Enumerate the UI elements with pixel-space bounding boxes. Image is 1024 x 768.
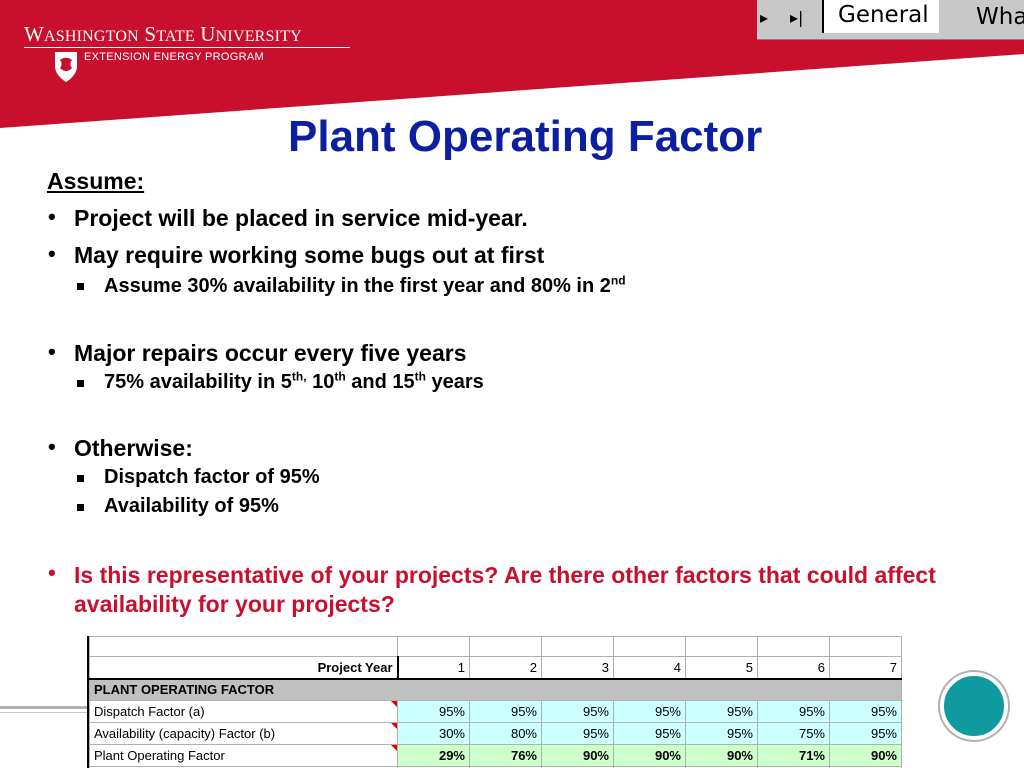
logo-initial: S bbox=[144, 22, 157, 46]
ordinal-suffix: nd bbox=[610, 273, 626, 288]
table-row: PLANT OPERATING FACTOR bbox=[89, 678, 902, 701]
table-cell[interactable] bbox=[757, 636, 830, 657]
sub-bullet-availability: Availability of 95% bbox=[104, 495, 279, 517]
value-cell[interactable]: 95% bbox=[613, 722, 686, 745]
year-cell[interactable]: 1 bbox=[397, 656, 470, 680]
program-name: EXTENSION ENERGY PROGRAM bbox=[84, 51, 264, 63]
bullet-otherwise: Otherwise: bbox=[74, 435, 193, 461]
sub-bullet-marker bbox=[77, 504, 84, 511]
table-row bbox=[89, 766, 902, 768]
table-cell[interactable] bbox=[829, 766, 902, 768]
bullet-in-service: Project will be placed in service mid-ye… bbox=[74, 205, 528, 231]
logo-divider bbox=[24, 47, 350, 48]
value-cell[interactable]: 29% bbox=[397, 744, 470, 767]
sub-bullet-marker bbox=[77, 283, 84, 290]
logo-word-rest: NIVERSITY bbox=[215, 28, 302, 45]
logo-word-rest: ASHINGTON bbox=[44, 28, 139, 45]
table-row: Plant Operating Factor 29% 76% 90% 90% 9… bbox=[89, 744, 902, 767]
sub-bullet-text: years bbox=[425, 371, 484, 393]
year-cell[interactable]: 2 bbox=[469, 656, 542, 680]
bullet-major-repairs: Major repairs occur every five years bbox=[74, 340, 467, 366]
sub-bullet-text: 10 bbox=[306, 371, 335, 393]
value-cell[interactable]: 90% bbox=[613, 744, 686, 767]
decorative-line bbox=[0, 712, 87, 713]
ordinal-suffix: th, bbox=[291, 369, 307, 384]
bullet-marker: • bbox=[48, 434, 56, 459]
bullet-question: Is this representative of your projects?… bbox=[74, 562, 936, 617]
university-name: WASHINGTON STATE UNIVERSITY bbox=[24, 22, 302, 47]
bullet-marker: • bbox=[48, 339, 56, 364]
slide-title: Plant Operating Factor bbox=[288, 112, 763, 161]
value-cell[interactable]: 95% bbox=[397, 700, 470, 723]
value-cell[interactable]: 76% bbox=[469, 744, 542, 767]
table-cell[interactable] bbox=[541, 636, 614, 657]
sub-bullet-marker bbox=[77, 475, 84, 482]
table-cell[interactable] bbox=[89, 636, 398, 657]
value-cell[interactable]: 75% bbox=[757, 722, 830, 745]
table-cell[interactable] bbox=[469, 636, 542, 657]
row-label[interactable]: Availability (capacity) Factor (b) bbox=[89, 722, 398, 745]
ordinal-suffix: th bbox=[414, 369, 426, 384]
value-cell[interactable]: 95% bbox=[829, 700, 902, 723]
value-cell[interactable]: 80% bbox=[469, 722, 542, 745]
value-cell[interactable]: 95% bbox=[757, 700, 830, 723]
value-cell[interactable]: 95% bbox=[469, 700, 542, 723]
decorative-circle bbox=[940, 672, 1008, 740]
year-cell[interactable]: 6 bbox=[757, 656, 830, 680]
row-label[interactable]: Plant Operating Factor bbox=[89, 744, 398, 767]
table-cell[interactable] bbox=[397, 636, 470, 657]
bullet-bugs: May require working some bugs out at fir… bbox=[74, 242, 545, 268]
table-cell[interactable] bbox=[829, 636, 902, 657]
spreadsheet-excerpt: Project Year 1 2 3 4 5 6 7 PLANT OPERATI… bbox=[87, 636, 950, 768]
value-cell[interactable]: 95% bbox=[541, 700, 614, 723]
value-cell[interactable]: 90% bbox=[829, 744, 902, 767]
value-cell[interactable]: 95% bbox=[829, 722, 902, 745]
value-cell[interactable]: 95% bbox=[541, 722, 614, 745]
value-cell[interactable]: 90% bbox=[685, 744, 758, 767]
logo-initial: U bbox=[200, 22, 216, 46]
year-cell[interactable]: 5 bbox=[685, 656, 758, 680]
bullet-marker: • bbox=[48, 560, 56, 585]
value-cell[interactable]: 90% bbox=[541, 744, 614, 767]
sheet-tab-general[interactable]: General bbox=[822, 0, 939, 33]
value-cell[interactable]: 30% bbox=[397, 722, 470, 745]
sub-bullet-availability-first-years: Assume 30% availability in the first yea… bbox=[104, 273, 626, 298]
value-cell[interactable]: 95% bbox=[613, 700, 686, 723]
table-row: Dispatch Factor (a) 95% 95% 95% 95% 95% … bbox=[89, 700, 902, 723]
year-cell[interactable]: 3 bbox=[541, 656, 614, 680]
ordinal-suffix: th bbox=[334, 369, 346, 384]
table-cell[interactable] bbox=[685, 636, 758, 657]
table-row bbox=[89, 636, 902, 657]
sub-bullet-text: and 15 bbox=[345, 371, 415, 393]
tab-scroll-next-icon[interactable]: ▸ bbox=[760, 8, 769, 27]
value-cell[interactable]: 71% bbox=[757, 744, 830, 767]
table-row: Project Year 1 2 3 4 5 6 7 bbox=[89, 656, 902, 680]
assume-label: Assume: bbox=[47, 168, 145, 194]
year-cell[interactable]: 7 bbox=[829, 656, 902, 680]
row-label[interactable]: Dispatch Factor (a) bbox=[89, 700, 398, 723]
plant-operating-factor-table: Project Year 1 2 3 4 5 6 7 PLANT OPERATI… bbox=[89, 636, 902, 768]
logo-word-rest: TATE bbox=[156, 28, 195, 45]
sub-bullet-marker bbox=[77, 380, 84, 387]
value-cell[interactable]: 95% bbox=[685, 700, 758, 723]
table-cell[interactable] bbox=[613, 636, 686, 657]
bullet-marker: • bbox=[48, 204, 56, 229]
sub-bullet-text: Assume 30% availability in the first yea… bbox=[104, 275, 611, 297]
sub-bullet-text: 75% availability in 5 bbox=[104, 371, 292, 393]
section-header[interactable]: PLANT OPERATING FACTOR bbox=[89, 678, 902, 701]
sheet-tab-next[interactable]: Wha bbox=[976, 4, 1024, 30]
logo-initial: W bbox=[24, 22, 45, 46]
sub-bullet-dispatch: Dispatch factor of 95% bbox=[104, 466, 320, 488]
tab-scroll-last-icon[interactable]: ▸| bbox=[790, 8, 804, 27]
bullet-marker: • bbox=[48, 241, 56, 266]
decorative-line bbox=[0, 706, 87, 709]
sub-bullet-repair-years: 75% availability in 5th, 10th and 15th y… bbox=[104, 369, 484, 394]
table-row: Availability (capacity) Factor (b) 30% 8… bbox=[89, 722, 902, 745]
value-cell[interactable]: 95% bbox=[685, 722, 758, 745]
year-cell[interactable]: 4 bbox=[613, 656, 686, 680]
cougar-shield-icon bbox=[55, 52, 77, 82]
project-year-label[interactable]: Project Year bbox=[89, 656, 399, 680]
